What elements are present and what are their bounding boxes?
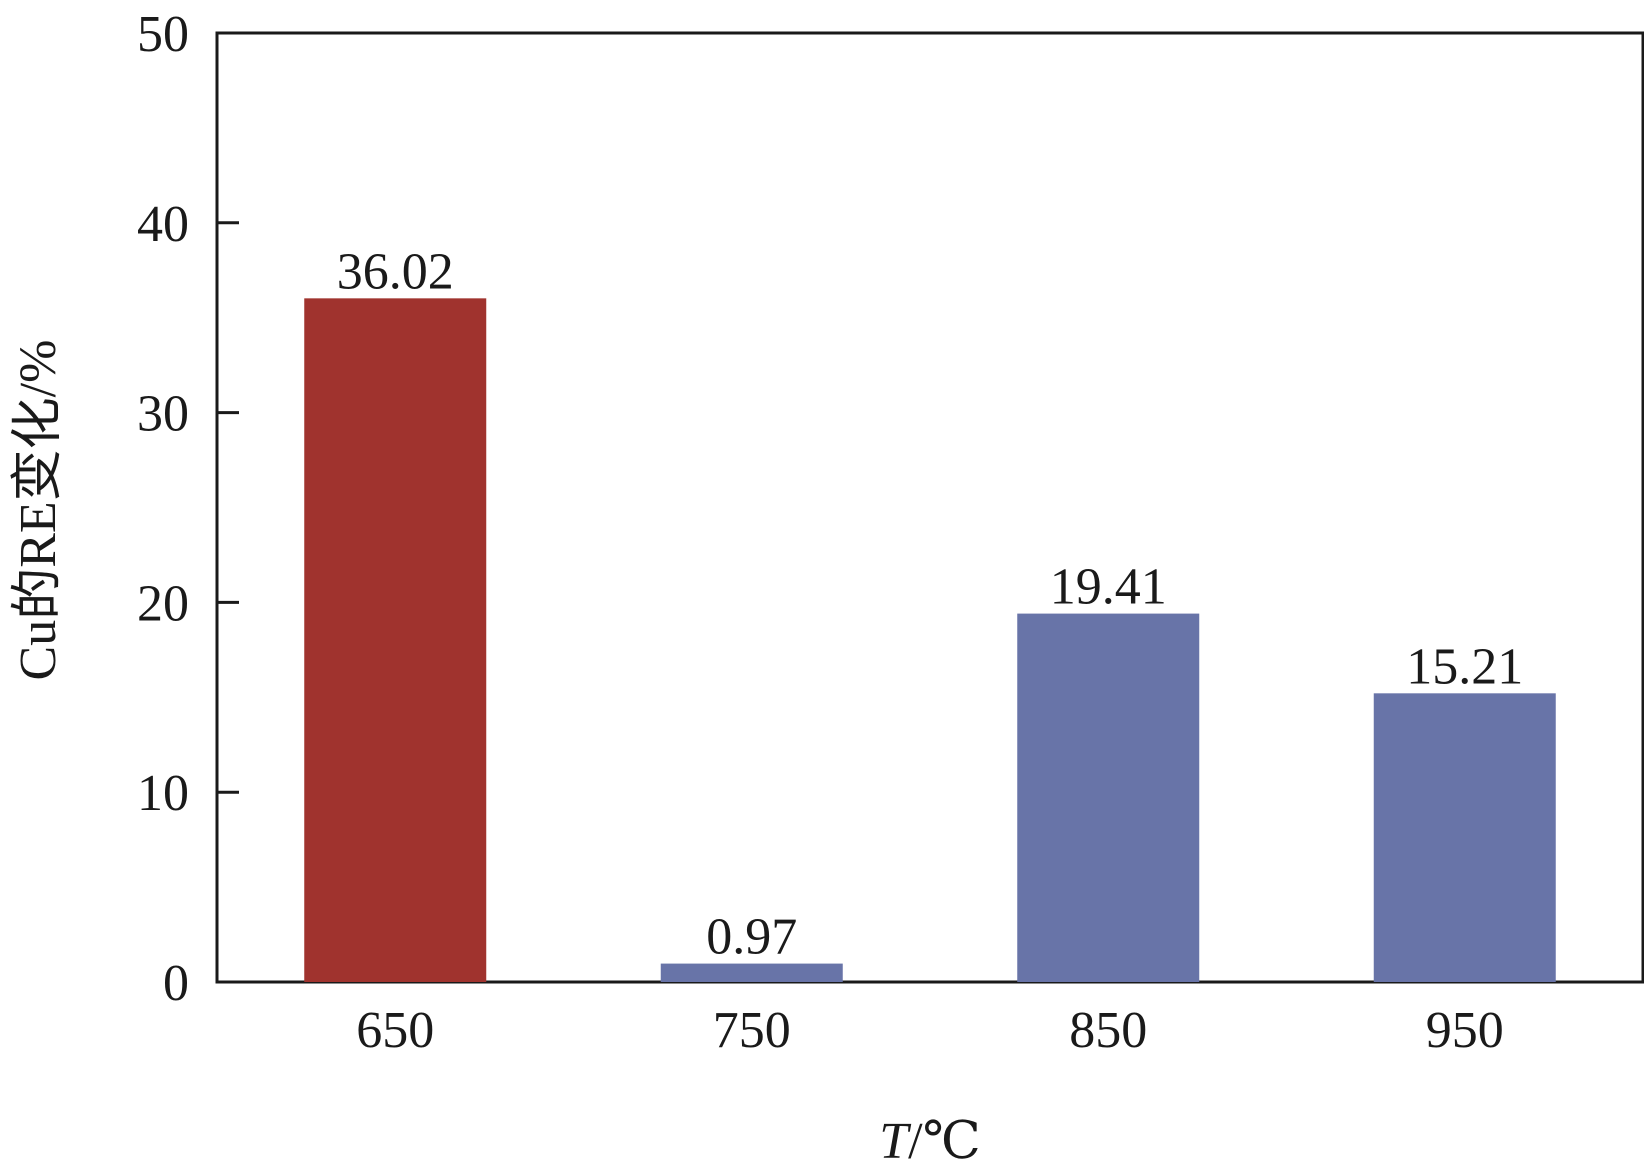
data-label-950: 15.21 xyxy=(1406,638,1523,695)
bars: 36.02 0.97 19.41 15.21 xyxy=(304,243,1556,982)
x-tick-label: 850 xyxy=(1069,1002,1147,1059)
x-tick-label: 950 xyxy=(1426,1002,1504,1059)
y-tick-label: 50 xyxy=(137,6,189,63)
bar-650 xyxy=(304,298,487,982)
bar-850 xyxy=(1017,613,1200,982)
y-tick-label: 20 xyxy=(137,575,189,632)
y-axis: 0 10 20 30 40 50 xyxy=(137,6,239,1012)
y-tick-label: 30 xyxy=(137,386,189,443)
data-label-750: 0.97 xyxy=(706,909,797,966)
x-tick-label: 750 xyxy=(713,1002,791,1059)
data-label-850: 19.41 xyxy=(1050,559,1167,616)
x-axis-title: T/℃ xyxy=(879,1113,981,1170)
y-tick-label: 10 xyxy=(137,765,189,822)
x-axis: 650 750 850 950 xyxy=(356,1002,1504,1059)
y-tick-label: 0 xyxy=(163,955,189,1012)
bar-950 xyxy=(1373,693,1556,982)
data-label-650: 36.02 xyxy=(337,243,454,300)
x-tick-label: 650 xyxy=(356,1002,434,1059)
y-axis-title: Cu的RE变化/% xyxy=(10,340,67,681)
y-tick-label: 40 xyxy=(137,196,189,253)
plot-frame xyxy=(215,31,1644,984)
bar-750 xyxy=(660,963,843,982)
